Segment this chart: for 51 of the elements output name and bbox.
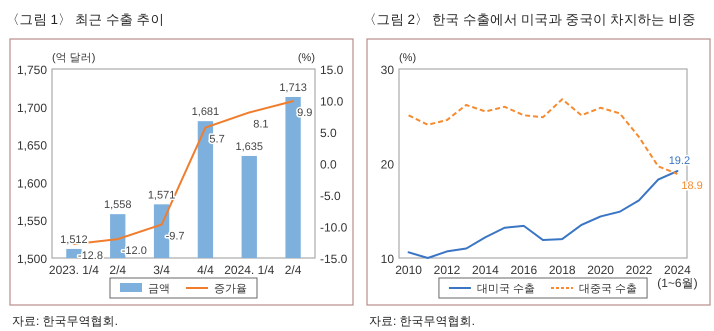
data-label: 8.1 (253, 118, 269, 130)
text: 자료: 한국무역협회. (369, 314, 476, 328)
y-tick-label: 20 (380, 158, 394, 172)
legend-label: 대미국 수출 (476, 283, 535, 295)
y-tick-label: 1,650 (16, 138, 48, 153)
y-tick-label: 1,550 (16, 214, 48, 228)
data-label: 18.9 (681, 180, 703, 192)
x-tick-label: 2024. 1/4 (224, 263, 275, 277)
x-tick-label: 2/4 (284, 263, 302, 277)
data-label: 1,681 (192, 106, 220, 118)
y2-axis-title: (%) (298, 52, 315, 64)
y-tick-label: 1,500 (16, 252, 48, 266)
y2-tick-label: 0.0 (320, 158, 338, 172)
chart-title: 〈그림 2〉 한국 수출에서 미국과 중국이 차지하는 비중 (363, 12, 696, 27)
y2-tick-label: -10.0 (320, 220, 348, 234)
x-tick-label: 4/4 (197, 263, 214, 277)
x-tick-label: 2024 (1~6월) (657, 263, 698, 290)
y2-tick-label: 15.0 (320, 63, 344, 77)
y-axis-title: (%) (399, 52, 416, 64)
x-tick-label: 2023. 1/4 (48, 263, 100, 277)
x-tick-label: 2014 (472, 263, 500, 277)
y-axis-title: (억 달러) (52, 52, 96, 64)
y-tick-label: 1,750 (16, 63, 48, 77)
chart-title: 〈그림 1〉 최근 수출 추이 (6, 12, 164, 27)
x-tick-label: 2010 (395, 263, 422, 277)
legend-label: 대중국 수출 (579, 283, 638, 295)
text: 자료: 한국무역협회. (12, 314, 118, 328)
y-tick-label: 1,700 (16, 100, 48, 115)
x-tick-label: 2020 (587, 263, 614, 277)
legend-label: 증가율 (214, 283, 247, 295)
x-tick-label: 3/4 (153, 263, 170, 277)
line-series (408, 170, 678, 259)
data-label: 1,713 (279, 82, 307, 94)
data-label: 1,558 (104, 199, 132, 212)
legend-label: 금액 (148, 283, 170, 295)
x-tick-label: 2012 (434, 263, 461, 277)
data-label: 1,512 (60, 234, 88, 246)
x-tick-label: 2018 (548, 263, 576, 277)
y2-tick-label: 5.0 (320, 126, 338, 140)
data-label: 19.2 (668, 155, 690, 168)
y-tick-label: 10 (380, 252, 394, 266)
data-label: 1,635 (235, 140, 264, 153)
y-tick-label: 30 (380, 63, 394, 77)
x-tick-label: 2/4 (109, 263, 126, 277)
x-tick-label: 2022 (626, 263, 653, 277)
y-tick-label: 1,600 (16, 176, 48, 190)
y2-tick-label: -15.0 (320, 252, 348, 266)
data-label: -12.8 (78, 250, 103, 262)
y2-tick-label: 10.0 (320, 94, 344, 108)
y2-tick-label: -5.0 (320, 189, 342, 203)
x-tick-label: 2016 (510, 263, 538, 277)
